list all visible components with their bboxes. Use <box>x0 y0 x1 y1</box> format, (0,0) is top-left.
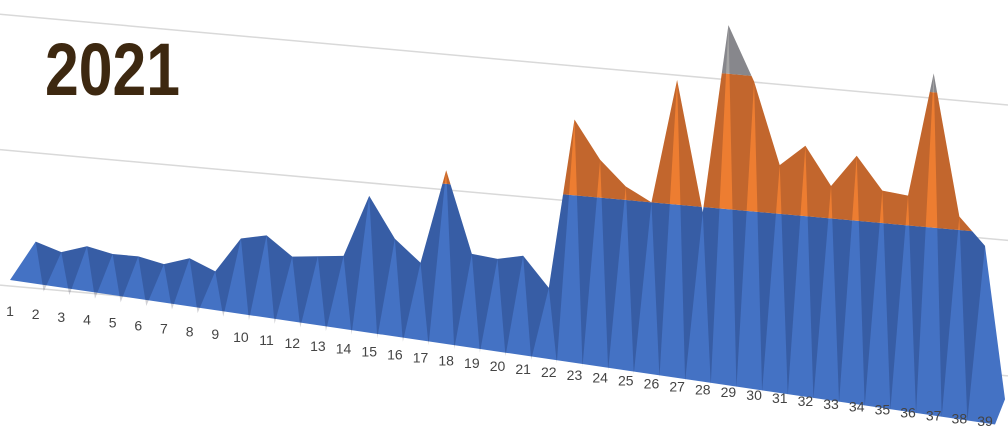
x-tick-label: 34 <box>849 399 865 415</box>
facet-shade <box>369 195 395 339</box>
x-tick-label: 11 <box>259 332 274 348</box>
facet-shade <box>112 254 139 303</box>
facet-shade <box>548 119 575 235</box>
facet-shade <box>805 145 832 235</box>
facet-shade <box>86 246 113 299</box>
x-tick-label: 16 <box>387 347 403 363</box>
facet-shade <box>420 170 447 346</box>
facet-shade <box>856 155 883 235</box>
x-tick-label: 15 <box>361 344 377 360</box>
facet-shade <box>189 258 216 314</box>
facet-shade <box>959 216 985 421</box>
x-tick-label: 31 <box>772 390 788 406</box>
x-tick-label: 38 <box>952 410 968 426</box>
x-tick-label: 19 <box>464 355 480 371</box>
x-tick-label: 24 <box>592 370 608 386</box>
facet-shade <box>394 238 421 342</box>
x-tick-label: 27 <box>669 378 685 394</box>
x-tick-label: 7 <box>160 320 168 336</box>
facet-shade <box>933 73 960 235</box>
x-tick-label: 14 <box>336 341 352 357</box>
facet-shade <box>497 255 524 357</box>
facet-shade <box>600 159 626 371</box>
x-tick-label: 23 <box>567 367 583 383</box>
x-tick-label: 21 <box>515 361 531 377</box>
facet-shade <box>702 25 729 235</box>
x-tick-label: 32 <box>798 393 814 409</box>
facet-shade <box>471 253 498 353</box>
x-tick-label: 39 <box>977 413 993 429</box>
x-tick-label: 30 <box>746 387 762 403</box>
facet-shade <box>523 255 549 360</box>
facet-shade <box>163 258 190 310</box>
facet-shade <box>266 235 293 324</box>
facet-shade <box>292 256 318 328</box>
x-tick-label: 25 <box>618 373 634 389</box>
facet-shade <box>446 170 472 350</box>
facet-shade <box>317 255 344 332</box>
facet-shade <box>754 81 780 235</box>
facet-shade <box>343 195 370 335</box>
facet-shade <box>728 25 755 235</box>
facet-shade <box>882 190 909 411</box>
x-tick-label: 18 <box>438 352 454 368</box>
facet-shade <box>625 186 652 375</box>
x-tick-label: 17 <box>413 349 429 365</box>
facet-shade <box>574 119 601 235</box>
x-tick-label: 35 <box>875 402 891 418</box>
facet-shade <box>61 246 87 296</box>
facet-shade <box>215 238 241 317</box>
x-tick-label: 10 <box>233 329 249 345</box>
x-tick-label: 6 <box>134 318 142 334</box>
facet-shade <box>908 73 934 235</box>
x-tick-label: 20 <box>490 358 506 374</box>
facet-shade <box>779 145 806 235</box>
x-tick-label: 9 <box>211 326 219 342</box>
surface <box>10 25 1005 235</box>
x-tick-label: 13 <box>310 338 326 354</box>
x-tick-label: 12 <box>284 335 300 351</box>
x-tick-label: 8 <box>186 323 194 339</box>
x-tick-label: 5 <box>109 315 117 331</box>
surface <box>10 143 1005 425</box>
x-tick-label: 28 <box>695 381 711 397</box>
facet-shade <box>240 235 267 321</box>
x-tick-label: 33 <box>823 396 839 412</box>
x-tick-label: 36 <box>900 405 916 421</box>
x-tick-label: 2 <box>32 306 40 322</box>
x-tick-label: 26 <box>644 376 660 392</box>
facet-shade <box>831 155 857 235</box>
x-tick-label: 1 <box>6 303 14 319</box>
facet-shade <box>35 241 62 292</box>
x-tick-label: 22 <box>541 364 557 380</box>
grid-line <box>0 13 1008 106</box>
x-tick-label: 4 <box>83 312 91 328</box>
x-tick-label: 3 <box>57 309 65 325</box>
x-tick-label: 37 <box>926 407 942 423</box>
facet-shade <box>138 256 164 306</box>
x-tick-label: 29 <box>721 384 737 400</box>
chart-title: 2021 <box>45 29 180 111</box>
